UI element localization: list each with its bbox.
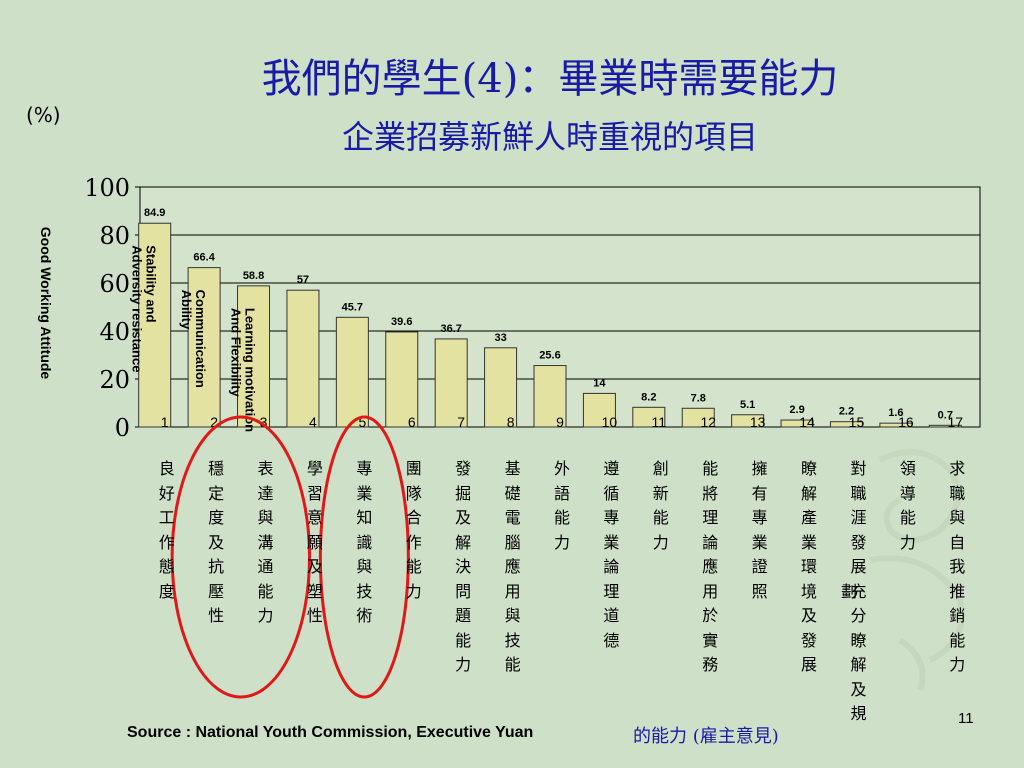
highlight-ellipse: [318, 415, 410, 699]
category-name: 基礎電腦應用與技能: [504, 459, 521, 674]
bars: [138, 222, 962, 428]
bar: [286, 289, 320, 428]
category-name: 能將理論應用於實務: [702, 459, 719, 674]
x-tick-label: 10: [602, 414, 618, 430]
y-tick-label: 100: [84, 174, 130, 202]
category-name: 領導能力: [899, 459, 916, 552]
value-label: 0.7: [938, 409, 953, 421]
value-label: 33: [494, 332, 506, 344]
category-name: 良好工作態度: [158, 459, 175, 601]
y-tick-label: 60: [99, 270, 130, 298]
bar: [829, 421, 863, 428]
x-tick-label: 4: [309, 414, 317, 430]
y-tick-label: 20: [99, 366, 130, 394]
x-tick-label: 3: [260, 414, 268, 430]
x-tick-label: 2: [210, 414, 218, 430]
category-name: 發掘及解決問題能力: [455, 459, 472, 674]
category-name: 求職與自我推銷能力: [949, 459, 966, 674]
value-label: 2.2: [839, 406, 854, 418]
category-name: 瞭解產業環境及發展: [801, 459, 818, 674]
bar: [385, 331, 419, 428]
value-label: 36.7: [440, 323, 461, 335]
category-name: 穩定度及抗壓性: [208, 459, 225, 625]
y-tick-label: 40: [99, 318, 130, 346]
category-extra-char: 劃: [840, 582, 857, 601]
slide-subtitle: 企業招募新鮮人時重視的項目: [341, 118, 758, 156]
value-labels: 84.9 66.4 58.8 57 45.7 39.6 36.7 33 25.6 14 8.2 7.8…: [144, 207, 953, 421]
x-tick-label: 15: [849, 414, 865, 430]
category-name: 創新能力: [652, 459, 669, 552]
bar: [484, 347, 518, 428]
value-label: 1.6: [888, 407, 903, 419]
value-label: 14: [593, 377, 606, 389]
y-tick-label: 0: [115, 414, 130, 442]
in-bar-labels: Stability andAdversity resistance Communi…: [130, 245, 258, 432]
slide-title: 我們的學生(4)：畢業時需要能力: [261, 56, 839, 102]
bar: [681, 407, 715, 428]
category-name: 擁有專業證照: [751, 459, 768, 601]
unit-label: (%): [26, 103, 61, 127]
x-tick-label: 12: [700, 414, 716, 430]
source-text: Source : National Youth Commission, Exec…: [127, 724, 534, 741]
x-tick-label: 17: [948, 414, 964, 430]
bar: [138, 222, 172, 428]
bar: [533, 365, 567, 428]
bar: [928, 424, 962, 428]
bar: [335, 316, 369, 428]
x-tick-label: 8: [507, 414, 515, 430]
x-tick-label: 14: [799, 414, 815, 430]
value-label: 7.8: [691, 392, 706, 404]
category-name: 團隊合作能力: [405, 459, 422, 601]
in-bar-label: Learning motivationAnd Flexibility: [229, 308, 258, 432]
value-label: 8.2: [641, 391, 656, 403]
bar: [780, 419, 814, 428]
category-name: 對職涯發展充分瞭解及規: [850, 459, 867, 723]
page-number: 11: [958, 710, 974, 727]
bar: [731, 414, 765, 428]
bar: [582, 392, 616, 428]
x-tick-label: 6: [408, 414, 416, 430]
x-tick-label: 13: [750, 414, 766, 430]
bar: [237, 285, 271, 428]
in-bar-label: CommunicationAbility: [179, 290, 208, 388]
source-suffix: 的能力 (雇主意見): [633, 726, 779, 747]
value-label: 66.4: [193, 252, 215, 264]
in-bar-label: Stability andAdversity resistance: [130, 245, 159, 372]
category-name: 遵循專業論理道德: [603, 459, 620, 650]
category-name: 學習意願及塑性: [306, 459, 323, 625]
y-tick-labels: 0 20 40 60 80 100: [84, 174, 130, 442]
x-tick-label: 1: [161, 414, 169, 430]
value-label: 58.8: [243, 270, 264, 282]
bar: [187, 267, 221, 428]
value-label: 45.7: [342, 301, 363, 313]
value-label: 2.9: [789, 404, 804, 416]
x-tick-label: 9: [556, 414, 564, 430]
highlight-ellipses: [170, 415, 410, 699]
x-tick-label: 11: [652, 414, 667, 430]
x-tick-labels: 1 2 3 4 5 6 7 8 9 10 11 12 13 14 15 16 17: [161, 414, 963, 430]
bar: [434, 338, 468, 428]
value-label: 84.9: [144, 207, 165, 219]
x-tick-label: 16: [898, 414, 914, 430]
bar: [879, 422, 913, 428]
category-name: 外語能力: [553, 459, 570, 552]
value-label: 39.6: [391, 316, 412, 328]
bar: [632, 406, 666, 428]
category-name: 表達與溝通能力: [257, 459, 274, 625]
value-label: 5.1: [740, 399, 755, 411]
category-name: 專業知識與技術: [356, 459, 373, 625]
value-label: 25.6: [539, 350, 560, 362]
x-tick-label: 7: [457, 414, 465, 430]
highlight-ellipse: [170, 415, 312, 699]
x-tick-label: 5: [358, 414, 366, 430]
value-label: 57: [297, 274, 309, 286]
y-tick-label: 80: [99, 222, 130, 250]
